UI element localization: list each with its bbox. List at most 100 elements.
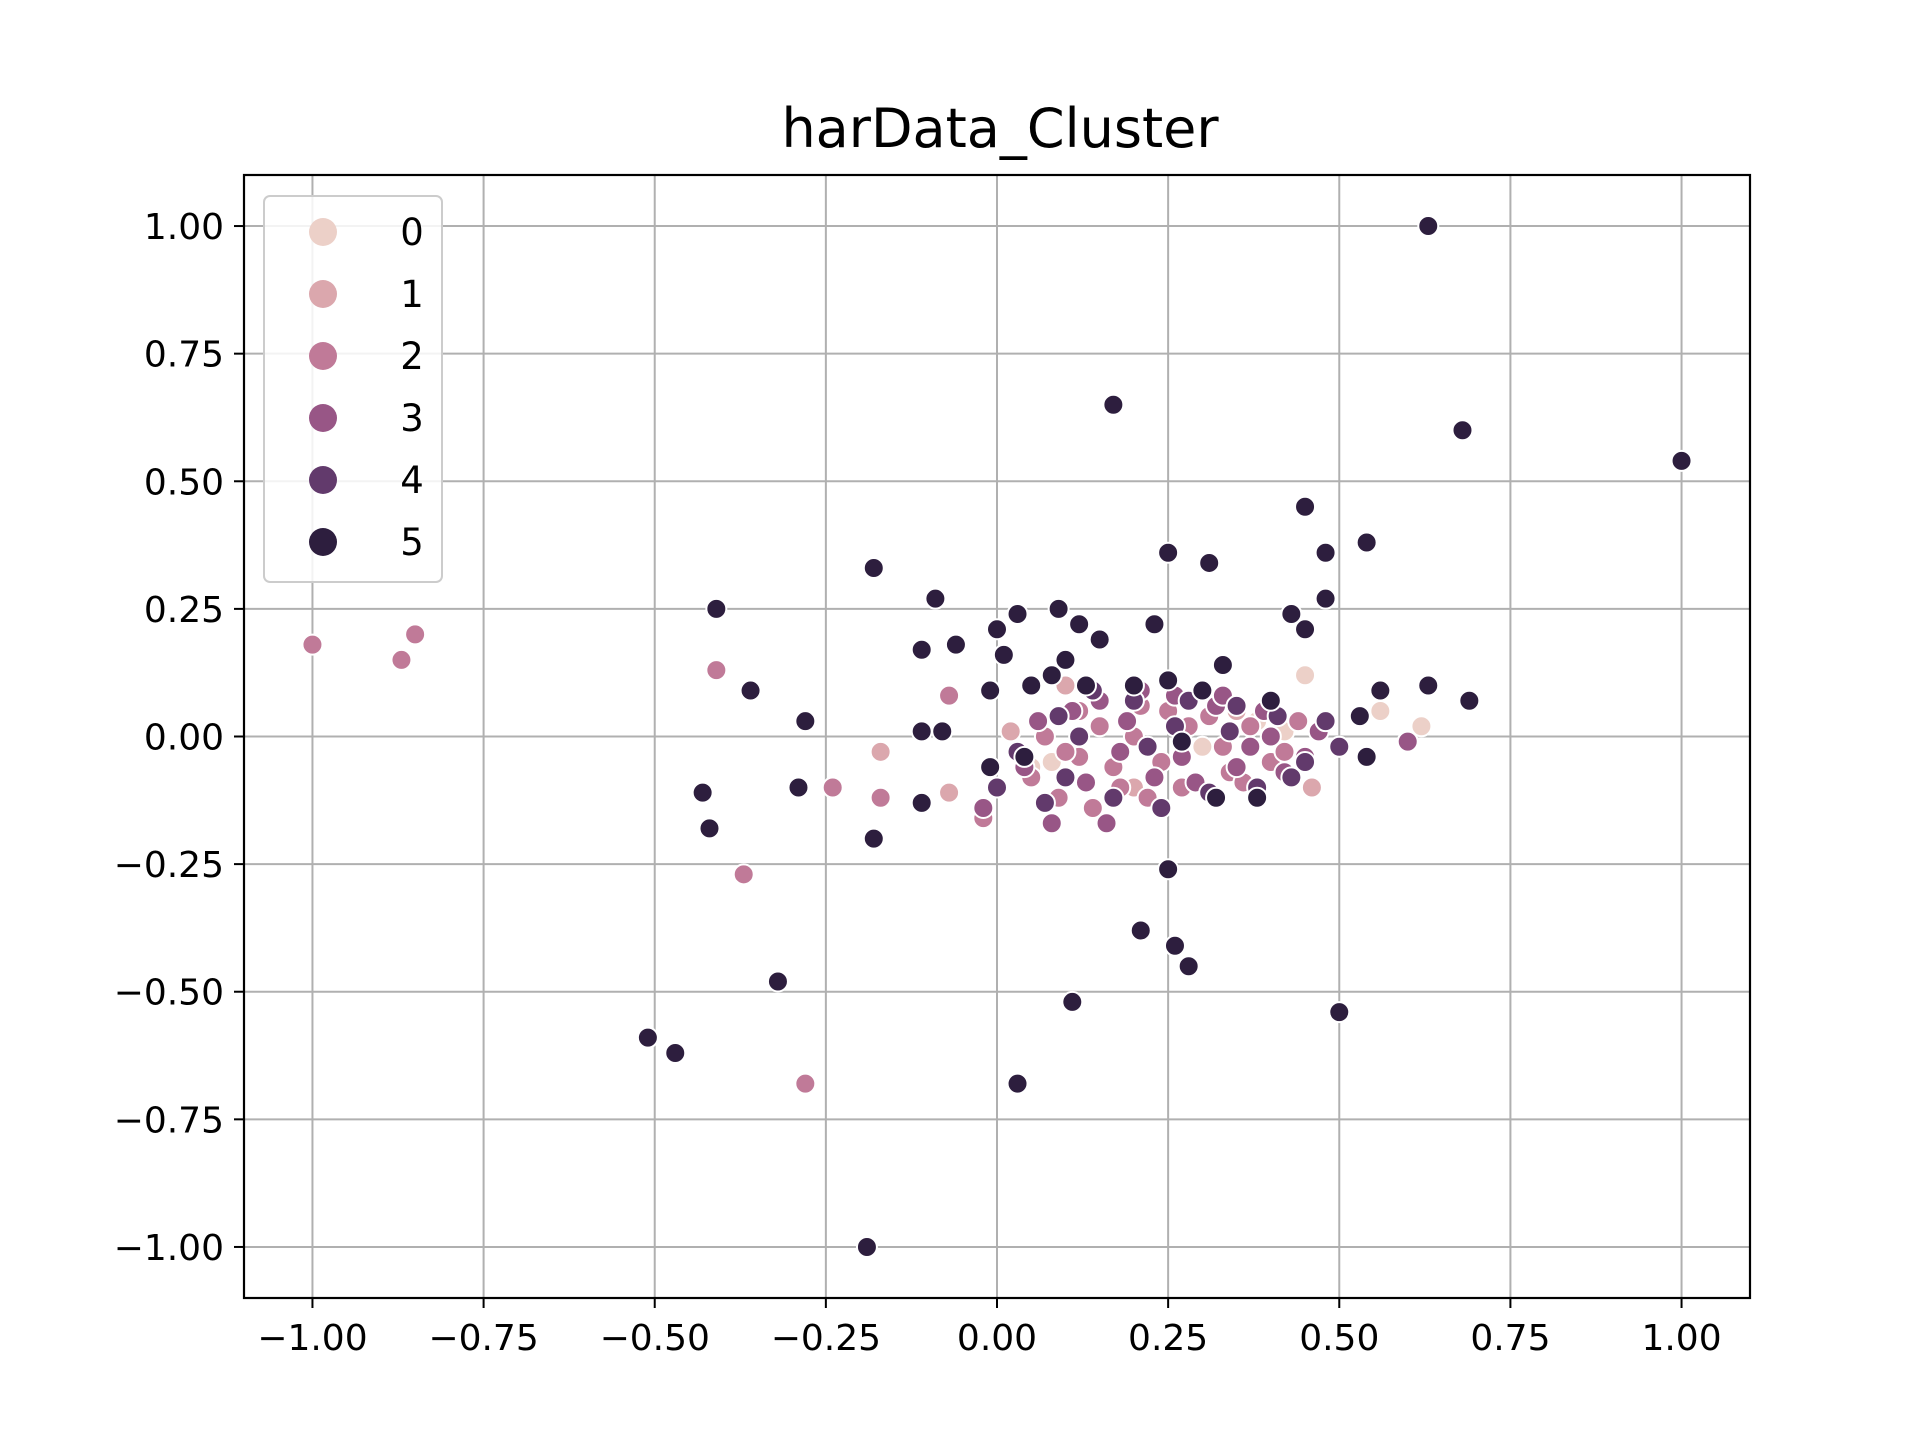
data-point-cluster-5 <box>1157 858 1180 881</box>
data-point-cluster-5 <box>739 679 762 702</box>
data-point-cluster-2 <box>1088 715 1111 738</box>
data-point-cluster-5 <box>1246 786 1269 809</box>
legend-label: 4 <box>400 459 424 502</box>
data-point-cluster-2 <box>821 776 844 799</box>
data-point-cluster-5 <box>1061 990 1084 1013</box>
data-point-cluster-5 <box>1280 602 1303 625</box>
data-point-cluster-5 <box>1294 495 1317 518</box>
data-point-cluster-0 <box>1410 715 1433 738</box>
y-tick-label: −0.50 <box>114 973 224 1014</box>
data-point-cluster-5 <box>1157 541 1180 564</box>
data-point-cluster-5 <box>1198 551 1221 574</box>
data-point-cluster-5 <box>1314 587 1337 610</box>
data-point-cluster-5 <box>855 1235 878 1258</box>
data-point-cluster-3 <box>1225 756 1248 779</box>
data-point-cluster-5 <box>787 776 810 799</box>
axis-ticks: −1.00 −0.75 −0.50 −0.25 0.00 0.25 0.50 0.75 1.00… <box>114 207 1722 1359</box>
data-point-cluster-5 <box>1417 674 1440 697</box>
y-tick-label: 1.00 <box>144 207 224 248</box>
legend-label: 1 <box>400 273 424 316</box>
data-points <box>301 215 1693 1258</box>
y-tick-label: 0.50 <box>144 462 224 503</box>
chart-title: harData_Cluster <box>781 97 1219 160</box>
data-point-cluster-5 <box>1417 215 1440 238</box>
data-point-cluster-5 <box>924 587 947 610</box>
data-point-cluster-5 <box>691 781 714 804</box>
x-tick-label: 0.25 <box>1128 1318 1208 1359</box>
data-point-cluster-5 <box>1006 1072 1029 1095</box>
data-point-cluster-3 <box>1040 812 1063 835</box>
data-point-cluster-4 <box>1033 791 1056 814</box>
legend-label: 2 <box>400 335 424 378</box>
legend-marker <box>309 342 337 370</box>
legend-marker <box>309 528 337 556</box>
data-point-cluster-4 <box>1314 710 1337 733</box>
data-point-cluster-5 <box>862 827 885 850</box>
data-point-cluster-5 <box>1294 618 1317 641</box>
x-tick-label: 0.00 <box>957 1318 1037 1359</box>
data-point-cluster-5 <box>1458 689 1481 712</box>
legend-marker <box>309 218 337 246</box>
data-point-cluster-4 <box>1280 766 1303 789</box>
data-point-cluster-2 <box>732 863 755 886</box>
data-point-cluster-5 <box>1328 1001 1351 1024</box>
data-point-cluster-2 <box>794 1072 817 1095</box>
data-point-cluster-5 <box>910 720 933 743</box>
data-point-cluster-5 <box>698 817 721 840</box>
data-point-cluster-0 <box>1294 664 1317 687</box>
data-point-cluster-5 <box>766 970 789 993</box>
data-point-cluster-3 <box>1116 710 1139 733</box>
data-point-cluster-5 <box>1102 393 1125 416</box>
data-point-cluster-5 <box>986 618 1008 641</box>
data-point-cluster-3 <box>1027 710 1050 733</box>
data-point-cluster-1 <box>1300 776 1323 799</box>
data-point-cluster-5 <box>1163 934 1186 957</box>
data-point-cluster-5 <box>1013 745 1036 768</box>
y-tick-label: −0.75 <box>114 1100 224 1141</box>
data-point-cluster-5 <box>1348 705 1371 728</box>
data-point-cluster-5 <box>931 720 954 743</box>
data-point-cluster-5 <box>862 557 885 580</box>
data-point-cluster-4 <box>1225 694 1248 717</box>
data-point-cluster-5 <box>1177 955 1200 978</box>
data-point-cluster-4 <box>1047 705 1070 728</box>
y-tick-label: 0.00 <box>144 718 224 759</box>
data-point-cluster-5 <box>1211 654 1234 677</box>
data-point-cluster-4 <box>1150 796 1173 819</box>
data-point-cluster-2 <box>938 684 961 707</box>
legend-marker <box>309 280 337 308</box>
data-point-cluster-5 <box>944 633 967 656</box>
data-point-cluster-3 <box>1095 812 1118 835</box>
data-point-cluster-3 <box>1396 730 1419 753</box>
data-point-cluster-5 <box>1143 613 1166 636</box>
data-point-cluster-5 <box>1314 541 1337 564</box>
data-point-cluster-4 <box>1294 751 1317 774</box>
legend-marker <box>309 466 337 494</box>
x-tick-label: 0.75 <box>1470 1318 1550 1359</box>
legend-box <box>263 195 443 583</box>
data-point-cluster-5 <box>1054 648 1077 671</box>
x-tick-label: −0.25 <box>771 1318 881 1359</box>
data-point-cluster-5 <box>636 1026 659 1049</box>
data-point-cluster-5 <box>1047 597 1070 620</box>
data-point-cluster-2 <box>1054 740 1077 763</box>
x-tick-label: −0.75 <box>428 1318 538 1359</box>
y-tick-label: −0.25 <box>114 845 224 886</box>
data-point-cluster-1 <box>869 740 892 763</box>
data-point-cluster-5 <box>910 791 933 814</box>
data-point-cluster-5 <box>1355 531 1378 554</box>
legend-marker <box>309 404 337 432</box>
data-point-cluster-5 <box>979 679 1002 702</box>
data-point-cluster-5 <box>1191 679 1214 702</box>
data-point-cluster-4 <box>986 776 1008 799</box>
data-point-cluster-4 <box>1054 766 1077 789</box>
data-point-cluster-3 <box>1074 771 1097 794</box>
x-tick-label: −0.50 <box>600 1318 710 1359</box>
data-point-cluster-5 <box>794 710 817 733</box>
y-tick-label: 0.75 <box>144 335 224 376</box>
data-point-cluster-1 <box>938 781 961 804</box>
data-point-cluster-1 <box>999 720 1022 743</box>
grid <box>244 175 1750 1298</box>
